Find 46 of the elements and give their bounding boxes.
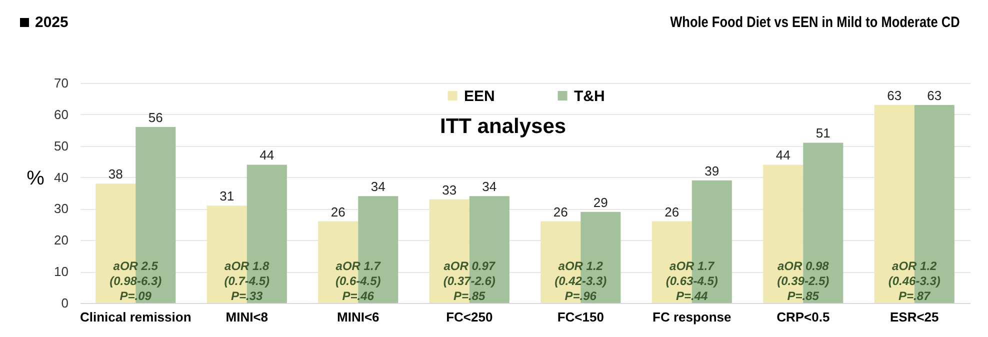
data-label: 56 xyxy=(148,110,163,125)
chart-title: Whole Food Diet vs EEN in Mild to Moderate CD xyxy=(670,14,960,31)
annotation: ITT analyses xyxy=(440,115,566,139)
data-label: 51 xyxy=(816,126,830,141)
data-label: 44 xyxy=(776,148,790,163)
data-label: 26 xyxy=(664,204,680,220)
data-label: 29 xyxy=(593,194,608,210)
x-tick-label: MINI<6 xyxy=(336,310,380,324)
x-tick-label: FC<250 xyxy=(446,310,493,324)
annotation: aOR 2.5 (0.98-6.3) P=.09 xyxy=(110,259,162,303)
x-tick-label: Clinical remission xyxy=(80,310,192,324)
data-label: 26 xyxy=(330,204,346,220)
annotation: aOR 1.7 (0.6-4.5) P=.46 xyxy=(335,259,382,303)
y-tick-label: 40 xyxy=(54,170,68,185)
data-label: 26 xyxy=(553,204,568,220)
y-tick-label: 10 xyxy=(54,264,68,280)
x-tick-label: CRP<0.5 xyxy=(776,310,830,324)
y-tick-label: 70 xyxy=(54,76,68,90)
data-label: 38 xyxy=(108,166,123,182)
x-tick-label: FC response xyxy=(652,310,732,324)
data-label: 39 xyxy=(704,163,720,178)
y-tick-label: 60 xyxy=(54,106,68,122)
annotation: aOR 1.8 (0.7-4.5) P=.33 xyxy=(224,259,270,303)
data-label: 63 xyxy=(927,88,942,103)
y-tick-label: 30 xyxy=(54,201,68,216)
data-label: 34 xyxy=(370,179,386,194)
data-label: 33 xyxy=(442,182,457,198)
annotation: aOR 0.98 (0.39-2.5) P=.85 xyxy=(777,259,830,303)
data-label: 63 xyxy=(887,88,902,103)
annotation: aOR 0.97 (0.37-2.6) P=.85 xyxy=(443,259,496,303)
x-tick-label: FC<150 xyxy=(557,310,604,324)
data-label: 31 xyxy=(220,188,234,204)
annotation: aOR 1.7 (0.63-4.5) P=.44 xyxy=(666,259,718,303)
y-tick-label: 20 xyxy=(54,232,68,248)
data-label: 34 xyxy=(482,179,497,194)
y-axis-title: % xyxy=(26,168,45,190)
y-tick-label: 0 xyxy=(61,296,68,310)
annotation: aOR 1.2 (0.42-3.3) P=.96 xyxy=(554,259,607,303)
y-tick-label: 50 xyxy=(54,138,68,154)
chart-subtitle: 2025 xyxy=(35,14,68,31)
legend-label: EEN xyxy=(464,88,495,105)
data-label: 44 xyxy=(260,148,274,163)
annotation: aOR 1.2 (0.46-3.3) P=.87 xyxy=(888,259,940,303)
legend-label: T&H xyxy=(574,88,605,105)
x-tick-label: MINI<8 xyxy=(226,310,268,324)
x-tick-label: ESR<25 xyxy=(890,310,939,324)
